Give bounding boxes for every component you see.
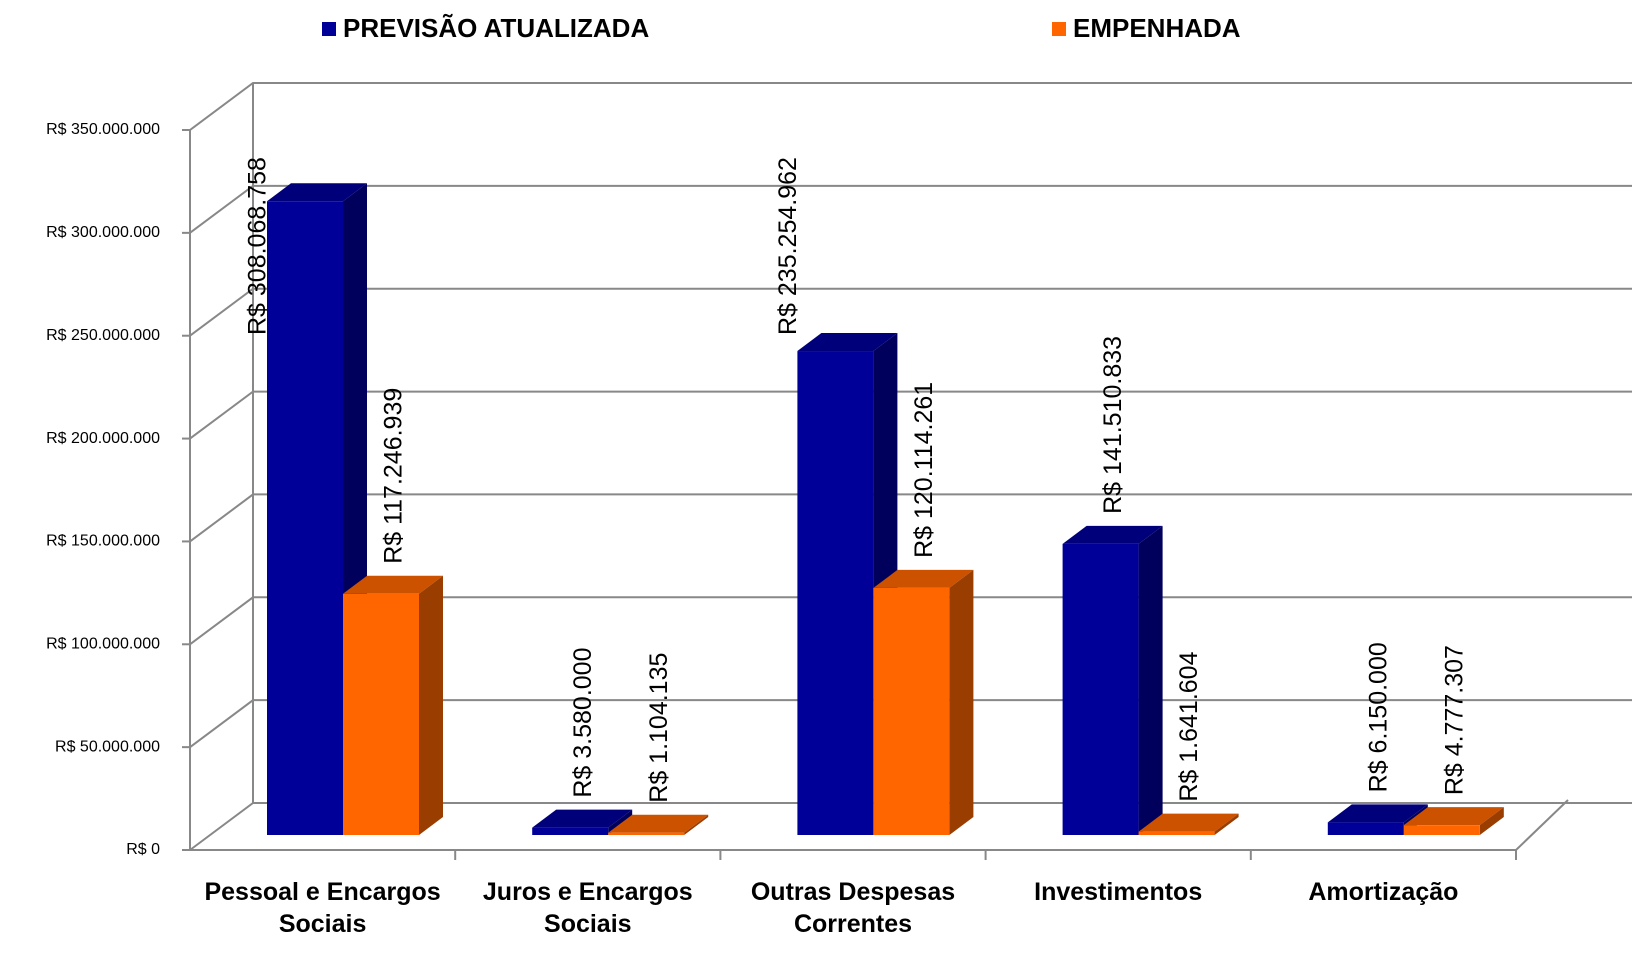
y-tick-label: R$ 300.000.000 [46, 224, 160, 241]
value-label: R$ 141.510.833 [1099, 336, 1127, 514]
value-label: R$ 6.150.000 [1364, 642, 1392, 792]
bar-top [608, 814, 709, 833]
y-tick-label: R$ 100.000.000 [46, 636, 160, 653]
bar [1403, 825, 1480, 835]
bar-top [343, 575, 443, 594]
value-label: R$ 4.777.307 [1440, 645, 1468, 795]
bar-side [1479, 807, 1504, 835]
bar-top [1138, 813, 1239, 832]
bar [343, 593, 419, 835]
bar [608, 832, 685, 835]
y-tick-label: R$ 350.000.000 [46, 121, 160, 138]
bar [797, 351, 874, 835]
x-tick-label: Juros e Encargos Sociais [482, 878, 693, 938]
bar-top [873, 569, 974, 588]
y-tick-label: R$ 200.000.000 [46, 430, 160, 447]
bar-side [1138, 525, 1163, 835]
bar-side [419, 575, 443, 835]
value-label: R$ 308.068.758 [244, 157, 272, 335]
bar-side [684, 814, 709, 835]
bar [267, 201, 343, 836]
bar-top [532, 809, 633, 828]
grid-line [189, 184, 1632, 234]
value-label: R$ 1.641.604 [1175, 651, 1203, 801]
bar [873, 587, 950, 835]
value-label: R$ 120.114.261 [910, 382, 938, 558]
legend-label: EMPENHADA [1073, 13, 1241, 43]
value-label: R$ 117.246.939 [380, 388, 408, 564]
value-label: R$ 235.254.962 [774, 157, 802, 335]
x-tick-label: Pessoal e Encargos Sociais [204, 878, 441, 938]
y-tick-label: R$ 0 [126, 841, 160, 858]
bar [532, 827, 609, 835]
bar-top [797, 333, 898, 352]
value-label: R$ 1.104.135 [645, 653, 673, 803]
bar-top [1062, 525, 1163, 544]
bar-top [1327, 804, 1428, 823]
y-tick-label: R$ 50.000.000 [55, 738, 160, 755]
bar-side [1214, 813, 1239, 835]
x-tick-label: Amortização [1308, 878, 1459, 906]
grid-line [189, 287, 1632, 337]
legend-swatch [1052, 22, 1066, 36]
value-label: R$ 3.580.000 [569, 648, 597, 798]
grid-line [189, 82, 1632, 131]
bar [1062, 543, 1139, 835]
legend-swatch [322, 22, 336, 36]
legend-label: PREVISÃO ATUALIZADA [343, 13, 649, 43]
bar-top [267, 183, 367, 202]
y-tick-label: R$ 150.000.000 [46, 533, 160, 550]
bar-top [1403, 807, 1504, 826]
y-tick-label: R$ 250.000.000 [46, 327, 160, 344]
bar-side [949, 569, 974, 835]
x-tick-label: Outras Despesas Correntes [750, 878, 956, 938]
x-tick-label: Investimentos [1034, 878, 1203, 906]
bar [1327, 822, 1404, 835]
bar [1138, 831, 1215, 835]
